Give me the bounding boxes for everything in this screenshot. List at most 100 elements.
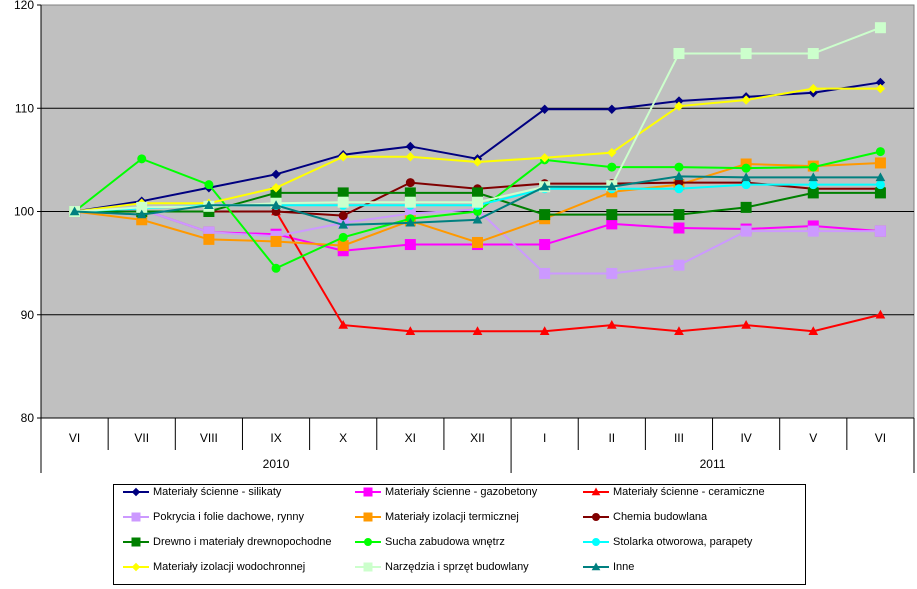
legend-item: Chemia budowlana xyxy=(582,507,707,527)
legend-swatch-marker xyxy=(131,487,141,497)
legend-item: Drewno i materiały drewnopochodne xyxy=(122,532,332,552)
data-point xyxy=(338,232,348,242)
legend-item: Materiały izolacji wodochronnej xyxy=(122,557,305,577)
data-point xyxy=(405,152,416,162)
legend-swatch xyxy=(583,562,609,571)
data-point xyxy=(807,225,819,237)
data-point xyxy=(337,187,349,199)
data-point xyxy=(673,222,685,234)
legend-swatch-marker xyxy=(364,538,372,546)
legend-item: Materiały ścienne - silikaty xyxy=(122,482,281,502)
data-point xyxy=(674,184,684,194)
legend-item: Materiały izolacji termicznej xyxy=(354,507,519,527)
data-point xyxy=(607,147,617,158)
legend-swatch xyxy=(583,513,609,521)
data-point xyxy=(472,236,483,248)
y-tick-label: 120 xyxy=(14,0,34,12)
x-tick-label: III xyxy=(674,431,684,445)
x-tick-label: VII xyxy=(134,431,149,445)
data-point xyxy=(337,240,349,252)
data-point xyxy=(472,326,483,335)
data-point xyxy=(674,162,684,172)
legend-label: Inne xyxy=(613,561,635,573)
data-point xyxy=(405,141,416,152)
data-point xyxy=(203,233,215,245)
data-point xyxy=(137,154,147,164)
data-point xyxy=(606,209,618,221)
data-point xyxy=(472,196,483,208)
data-point xyxy=(808,83,818,94)
legend-swatch-marker xyxy=(363,512,373,522)
legend-swatch xyxy=(123,537,149,547)
data-point xyxy=(404,187,416,199)
legend-swatch-marker xyxy=(592,538,600,546)
data-point xyxy=(539,104,550,114)
chart-legend: Materiały ścienne - silikaty Materiały śc… xyxy=(113,484,806,585)
data-point xyxy=(808,172,819,182)
data-point xyxy=(539,181,550,191)
x-tick-label: V xyxy=(809,431,817,445)
data-point xyxy=(740,48,752,60)
data-point xyxy=(607,104,617,114)
data-point xyxy=(539,239,551,251)
legend-swatch xyxy=(355,562,381,572)
legend-label: Materiały izolacji termicznej xyxy=(385,511,519,523)
data-point xyxy=(204,200,214,210)
data-point xyxy=(875,83,886,94)
data-point xyxy=(270,235,282,247)
data-point xyxy=(875,147,885,157)
y-tick-label: 80 xyxy=(21,411,35,425)
legend-label: Materiały izolacji wodochronnej xyxy=(153,561,306,573)
data-point xyxy=(875,180,885,190)
data-point xyxy=(807,48,819,60)
legend-swatch xyxy=(123,487,149,497)
data-point xyxy=(673,48,685,60)
data-point xyxy=(472,214,483,224)
legend-swatch xyxy=(355,512,381,522)
data-point xyxy=(338,211,348,221)
x-tick-label: X xyxy=(339,431,347,445)
x-tick-label: I xyxy=(543,431,546,445)
data-point xyxy=(741,180,751,190)
data-point xyxy=(740,201,752,213)
data-point xyxy=(539,326,550,335)
data-point xyxy=(875,309,886,319)
data-point xyxy=(338,320,349,329)
legend-swatch-marker xyxy=(592,513,600,521)
data-point xyxy=(606,218,618,230)
data-point xyxy=(271,169,281,180)
data-point xyxy=(606,320,617,329)
data-point xyxy=(405,178,415,188)
data-point xyxy=(204,180,214,190)
data-point xyxy=(271,183,281,193)
data-point xyxy=(338,152,348,162)
data-point xyxy=(674,171,684,181)
legend-swatch-marker xyxy=(131,562,141,572)
legend-swatch-marker xyxy=(591,562,601,571)
legend-label: Materiały ścienne - silikaty xyxy=(153,486,282,498)
y-tick-label: 110 xyxy=(15,101,34,115)
data-point xyxy=(606,267,618,279)
x-tick-label: VIII xyxy=(200,431,218,445)
data-point xyxy=(741,320,751,329)
data-point xyxy=(808,180,818,190)
legend-label: Narzędzia i sprzęt budowlany xyxy=(385,561,529,573)
legend-item: Materiały ścienne - ceramiczne xyxy=(582,482,765,502)
legend-swatch-marker xyxy=(363,487,373,497)
data-point xyxy=(338,219,349,229)
legend-item: Pokrycia i folie dachowe, rynny xyxy=(122,507,304,527)
data-point xyxy=(606,181,617,191)
legend-swatch xyxy=(583,538,609,546)
legend-swatch xyxy=(123,512,149,522)
data-point xyxy=(472,187,483,199)
data-point xyxy=(673,259,685,271)
data-point xyxy=(337,196,349,208)
data-point xyxy=(874,225,886,237)
legend-swatch xyxy=(355,538,381,546)
data-point xyxy=(539,153,550,163)
data-point xyxy=(404,239,416,251)
legend-item: Inne xyxy=(582,557,634,577)
data-point xyxy=(404,196,416,208)
data-point xyxy=(875,172,886,182)
